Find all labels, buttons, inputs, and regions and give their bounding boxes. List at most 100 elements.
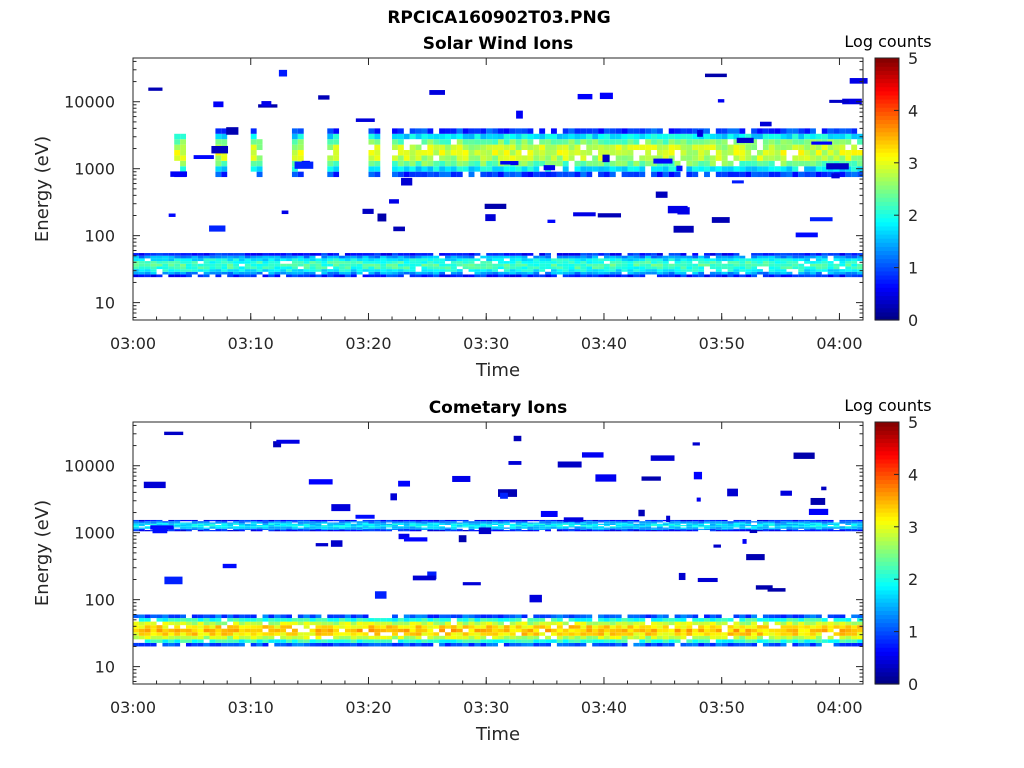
heatmap-cell xyxy=(462,521,469,523)
heatmap-cell xyxy=(280,521,287,523)
heatmap-cell xyxy=(527,155,534,161)
heatmap-cell xyxy=(668,632,675,636)
heatmap-cell xyxy=(651,139,657,145)
heatmap-cell xyxy=(674,632,681,636)
heatmap-cell xyxy=(857,639,864,643)
heatmap-cell xyxy=(656,266,663,270)
heatmap-cell xyxy=(403,271,410,275)
heatmap-cell xyxy=(450,255,457,259)
heatmap-cell xyxy=(250,274,257,278)
heatmap-cell xyxy=(368,155,375,161)
colorbar-segment xyxy=(875,679,899,685)
heatmap-cell xyxy=(315,253,322,256)
heatmap-cell xyxy=(527,618,534,622)
heatmap-cell xyxy=(673,225,694,233)
heatmap-cell xyxy=(356,526,363,528)
heatmap-cell xyxy=(709,527,716,529)
heatmap-cell xyxy=(185,618,192,622)
heatmap-cell xyxy=(580,274,587,278)
heatmap-cell xyxy=(392,527,398,529)
heatmap-cell xyxy=(227,628,234,633)
heatmap-cell xyxy=(592,261,599,264)
heatmap-cell xyxy=(739,528,746,531)
colorbar-segment xyxy=(875,115,899,121)
heatmap-cell xyxy=(810,255,816,259)
heatmap-cell xyxy=(603,274,610,278)
heatmap-cell xyxy=(521,128,528,134)
heatmap-cell xyxy=(486,618,493,622)
heatmap-cell xyxy=(209,271,216,275)
heatmap-cell xyxy=(185,258,192,262)
heatmap-cell xyxy=(674,269,681,272)
heatmap-cell xyxy=(433,269,440,272)
heatmap-cell xyxy=(757,528,763,531)
heatmap-cell xyxy=(138,628,145,633)
heatmap-cell xyxy=(698,255,705,259)
heatmap-cell xyxy=(733,519,740,522)
heatmap-cell xyxy=(668,171,675,178)
heatmap-cell xyxy=(262,255,269,259)
heatmap-cell xyxy=(609,618,616,622)
colorbar-tick-label: 1 xyxy=(908,259,918,278)
heatmap-cell xyxy=(286,523,292,525)
heatmap-cell xyxy=(409,255,416,259)
colorbar-label: Log counts xyxy=(844,32,931,51)
heatmap-cell xyxy=(215,253,222,256)
heatmap-cell xyxy=(851,155,858,161)
heatmap-cell xyxy=(821,263,828,267)
heatmap-cell xyxy=(309,526,316,528)
heatmap-cell xyxy=(309,642,316,647)
heatmap-cell xyxy=(827,523,834,525)
heatmap-cell xyxy=(439,266,446,270)
heatmap-cell xyxy=(656,527,663,529)
heatmap-cell xyxy=(309,261,316,264)
heatmap-cell xyxy=(138,274,145,278)
heatmap-cell xyxy=(180,144,186,151)
heatmap-cell xyxy=(780,527,787,529)
heatmap-cell xyxy=(556,618,563,622)
heatmap-cell xyxy=(651,522,657,524)
x-tick-label: 03:00 xyxy=(110,698,156,717)
heatmap-cell xyxy=(368,139,375,145)
heatmap-cell xyxy=(521,166,528,172)
heatmap-cell xyxy=(792,274,799,278)
heatmap-cell xyxy=(792,258,799,262)
heatmap-cell xyxy=(409,526,416,528)
colorbar-frame xyxy=(874,421,900,685)
heatmap-cell xyxy=(793,452,815,459)
heatmap-cell xyxy=(668,635,675,640)
heatmap-cell xyxy=(698,271,705,275)
heatmap-cell xyxy=(627,261,634,264)
colorbar-segment xyxy=(875,565,899,570)
heatmap-cell xyxy=(462,133,469,140)
heatmap-cell xyxy=(774,263,781,267)
heatmap-cell xyxy=(386,258,393,262)
heatmap-cell xyxy=(456,263,463,267)
heatmap-cell xyxy=(633,632,640,636)
heatmap-cell xyxy=(433,639,440,643)
heatmap-cell xyxy=(515,171,522,178)
heatmap-cell xyxy=(262,253,269,256)
heatmap-cell xyxy=(356,618,363,622)
heatmap-cell xyxy=(456,271,463,275)
heatmap-cell xyxy=(374,642,381,647)
heatmap-cell xyxy=(409,522,416,524)
heatmap-cell xyxy=(333,255,340,259)
heatmap-cell xyxy=(462,274,469,278)
heatmap-cell xyxy=(486,150,493,156)
heatmap-cell xyxy=(786,166,793,172)
heatmap-cell xyxy=(244,526,251,528)
heatmap-cell xyxy=(344,625,351,629)
heatmap-cell xyxy=(815,150,822,156)
heatmap-cell xyxy=(727,526,734,528)
colorbar-segment xyxy=(875,127,899,133)
heatmap-cell xyxy=(445,274,451,278)
heatmap-cell xyxy=(268,625,275,629)
heatmap-cell xyxy=(156,261,163,264)
heatmap-cell xyxy=(392,635,398,640)
heatmap-cell xyxy=(515,144,522,151)
heatmap-cell xyxy=(221,166,228,172)
heatmap-cell xyxy=(568,263,575,267)
heatmap-cell xyxy=(403,521,410,523)
heatmap-cell xyxy=(574,144,581,151)
